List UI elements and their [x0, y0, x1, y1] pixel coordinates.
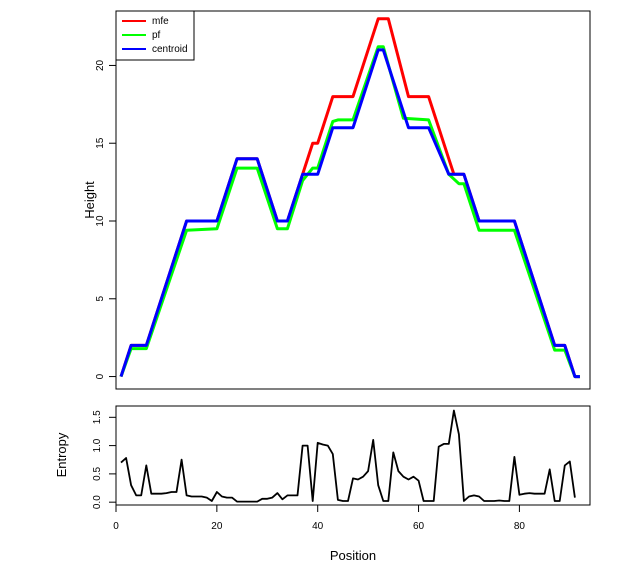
height-y-tick-label: 0	[95, 373, 106, 379]
position-x-tick-label: 40	[312, 521, 324, 532]
series-line-centroid	[119, 48, 580, 379]
entropy-y-tick-label: 1.0	[92, 438, 103, 452]
entropy-y-tick-label: 1.5	[92, 410, 103, 424]
position-x-tick-label: 60	[413, 521, 425, 532]
height-y-tick-label: 15	[95, 137, 106, 149]
series-line-mfe	[119, 17, 580, 379]
height-y-axis-title: Height	[82, 181, 97, 219]
height-y-tick-label: 20	[95, 59, 106, 71]
legend-label-pf: pf	[152, 30, 161, 41]
height-plot-frame	[115, 10, 591, 390]
legend: mfe pf centroid	[115, 10, 195, 61]
legend-label-mfe: mfe	[152, 16, 169, 27]
entropy-y-tick-label: 0.0	[92, 495, 103, 509]
legend-label-centroid: centroid	[152, 44, 188, 55]
height-y-axis: 0 5 10 15 20	[95, 59, 117, 379]
position-x-tick-label: 80	[514, 521, 526, 532]
entropy-panel: 0.0 0.5 1.0 1.5 0 20 40 60 80 Entropy Position	[54, 405, 591, 563]
entropy-series-line	[120, 409, 576, 503]
entropy-y-axis: 0.0 0.5 1.0 1.5	[92, 410, 117, 509]
height-series-lines	[119, 17, 580, 379]
position-x-tick-label: 20	[211, 521, 223, 532]
height-y-tick-label: 5	[95, 296, 106, 302]
position-x-axis-title: Position	[330, 548, 376, 563]
entropy-y-axis-title: Entropy	[54, 432, 69, 477]
height-panel: 0 5 10 15 20 Height mfe pf centroid	[82, 10, 591, 390]
height-y-tick-label: 10	[95, 215, 106, 227]
series-line-pf	[119, 45, 580, 379]
position-x-axis: 0 20 40 60 80	[113, 504, 526, 532]
series-line-entropy	[120, 409, 576, 503]
entropy-y-tick-label: 0.5	[92, 466, 103, 480]
position-x-tick-label: 0	[113, 521, 119, 532]
